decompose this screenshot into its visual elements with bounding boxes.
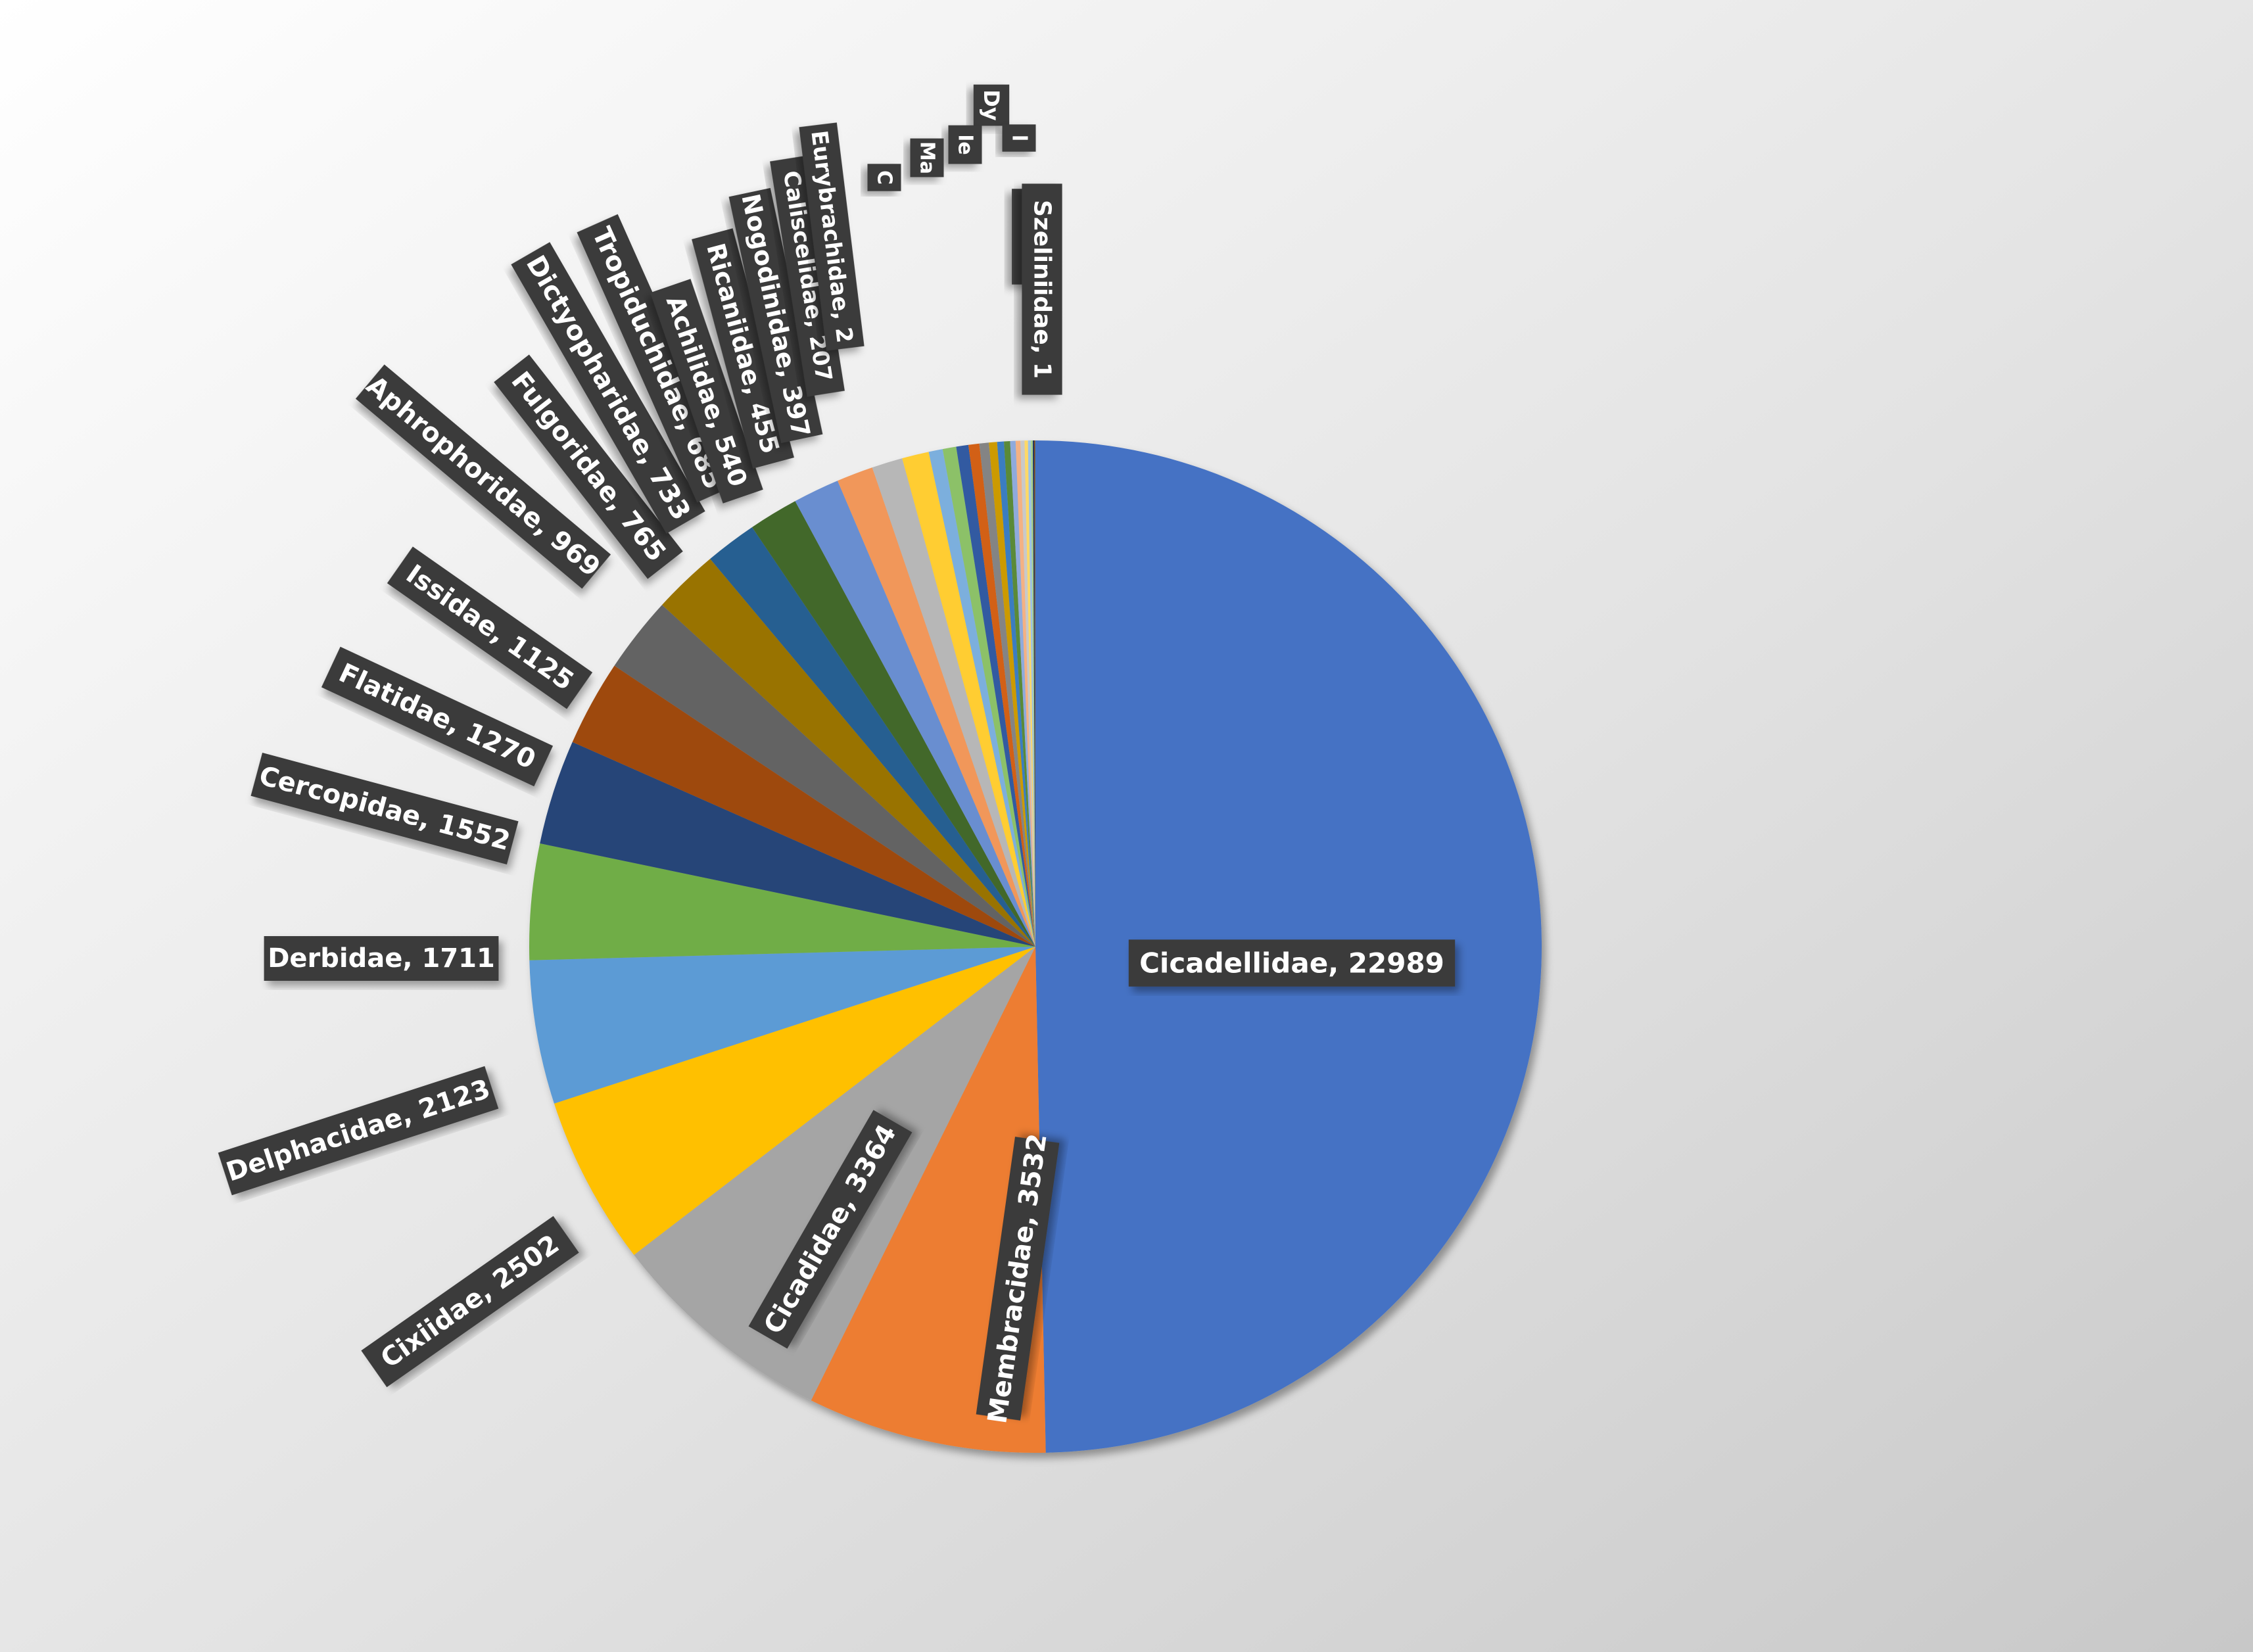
pie-slice-minor-18 [956,444,1035,947]
pie-slice-ricaniidae [872,458,1035,947]
data-label-cicadidae-box [748,1110,913,1349]
pie-slice-eurybrachidae [942,446,1035,947]
pie-slice-cercopidae [540,742,1035,947]
pie-slice-minor-31 [1034,440,1035,947]
data-label-cercopidae-box [250,752,519,865]
pie-slice-issidae [614,605,1035,947]
data-label-flatidae-box [321,646,554,787]
data-label-achilidae-box [650,279,763,504]
pie-slice-minor-20 [979,442,1035,947]
data-label-partial-1: Ie [948,125,982,164]
data-label-partial-4-box [1002,124,1036,152]
pie-slice-flatidae [572,665,1035,947]
data-label-partial-3: C [867,164,901,191]
data-label-eurybrachidae-box [799,122,865,351]
pie-slice-minor-28 [1028,440,1035,947]
pie-slice-membracidae [811,947,1046,1453]
pie-slice-minor-27 [1024,440,1035,947]
pie-slice-minor-21 [989,442,1035,947]
pie-slice-minor-30 [1032,440,1035,947]
data-label-fulgoridae-box [494,354,683,579]
pie-slice-minor-19 [968,443,1035,947]
pie-slice-fulgoridae [710,527,1035,947]
data-label-partial-4: l [1002,124,1036,152]
pie-slice-minor-26 [1020,440,1035,947]
data-label-cicadellidae: Cicadellidae, 22989 [1128,939,1456,987]
data-label-derbidae-box [264,936,499,981]
data-label-szelinidae: Szeliniidae, 1 [1022,183,1062,395]
data-label-dictyopharidae-box [511,242,705,534]
data-label-derbidae: Derbidae, 1711 [264,936,499,981]
data-label-cicadellidae-box [1128,939,1456,987]
data-label-partial-1-box [948,125,982,164]
data-label-partial-0: Dy [973,84,1010,126]
pie-slice-minor-25 [1015,440,1035,947]
data-label-cixiidae-box [361,1215,579,1388]
data-label-issidae-box [387,546,593,709]
pie-slice-derbidae [529,843,1035,960]
data-label-ricaniidae-box [692,228,794,469]
data-label-eurybrachidae: Eurybrachidae, 2 [799,122,865,351]
pie-slice-dictyopharidae [751,501,1035,947]
pie-slice-nogodinidae [902,452,1035,947]
data-label-partial-2-text: Ma [916,141,939,174]
pie-slice-minor-22 [997,441,1035,947]
data-label-partial-4-text: l [1008,135,1031,141]
pie-slice-cicadidae [634,947,1035,1401]
data-label-delphacidae-box [218,1066,499,1196]
data-label-partial-1-text: Ie [954,134,977,155]
pie-slice-delphacidae [529,947,1035,1104]
pie-slice-minor-29 [1030,440,1035,947]
data-label-szelinidae-text: Szeliniidae, 1 [1029,200,1056,379]
pie-slice-cixiidae [554,947,1035,1255]
data-label-partial-0-text: Dy [979,89,1004,121]
pie-slice-tropiduchidae [795,481,1035,947]
data-label-nogodinidae-box [728,187,823,444]
data-label-partial-2: Ma [910,138,944,177]
pie-slice-achilidae [838,467,1035,947]
pie-slice-minor-24 [1010,440,1035,947]
data-label-partial-0-box [973,84,1010,126]
data-label-partial-2-box [910,138,944,177]
data-label-partial-3-text: C [873,170,896,185]
pie-slice-minor-23 [1004,440,1035,947]
data-label-derbidae-text: Derbidae, 1711 [268,943,495,974]
data-label-tropiduchidae-box [577,214,738,503]
pie-slice-aphrophoridae [662,559,1035,947]
data-label-cicadellidae-text: Cicadellidae, 22989 [1139,947,1444,979]
data-label-aphrophoridae-box [355,364,611,589]
data-label-membracidae-box [976,1137,1060,1421]
pie-slice-caliscelidae [928,449,1035,947]
data-label-szelinidae-box [1022,183,1062,395]
data-label-partial-3-box [867,164,901,191]
